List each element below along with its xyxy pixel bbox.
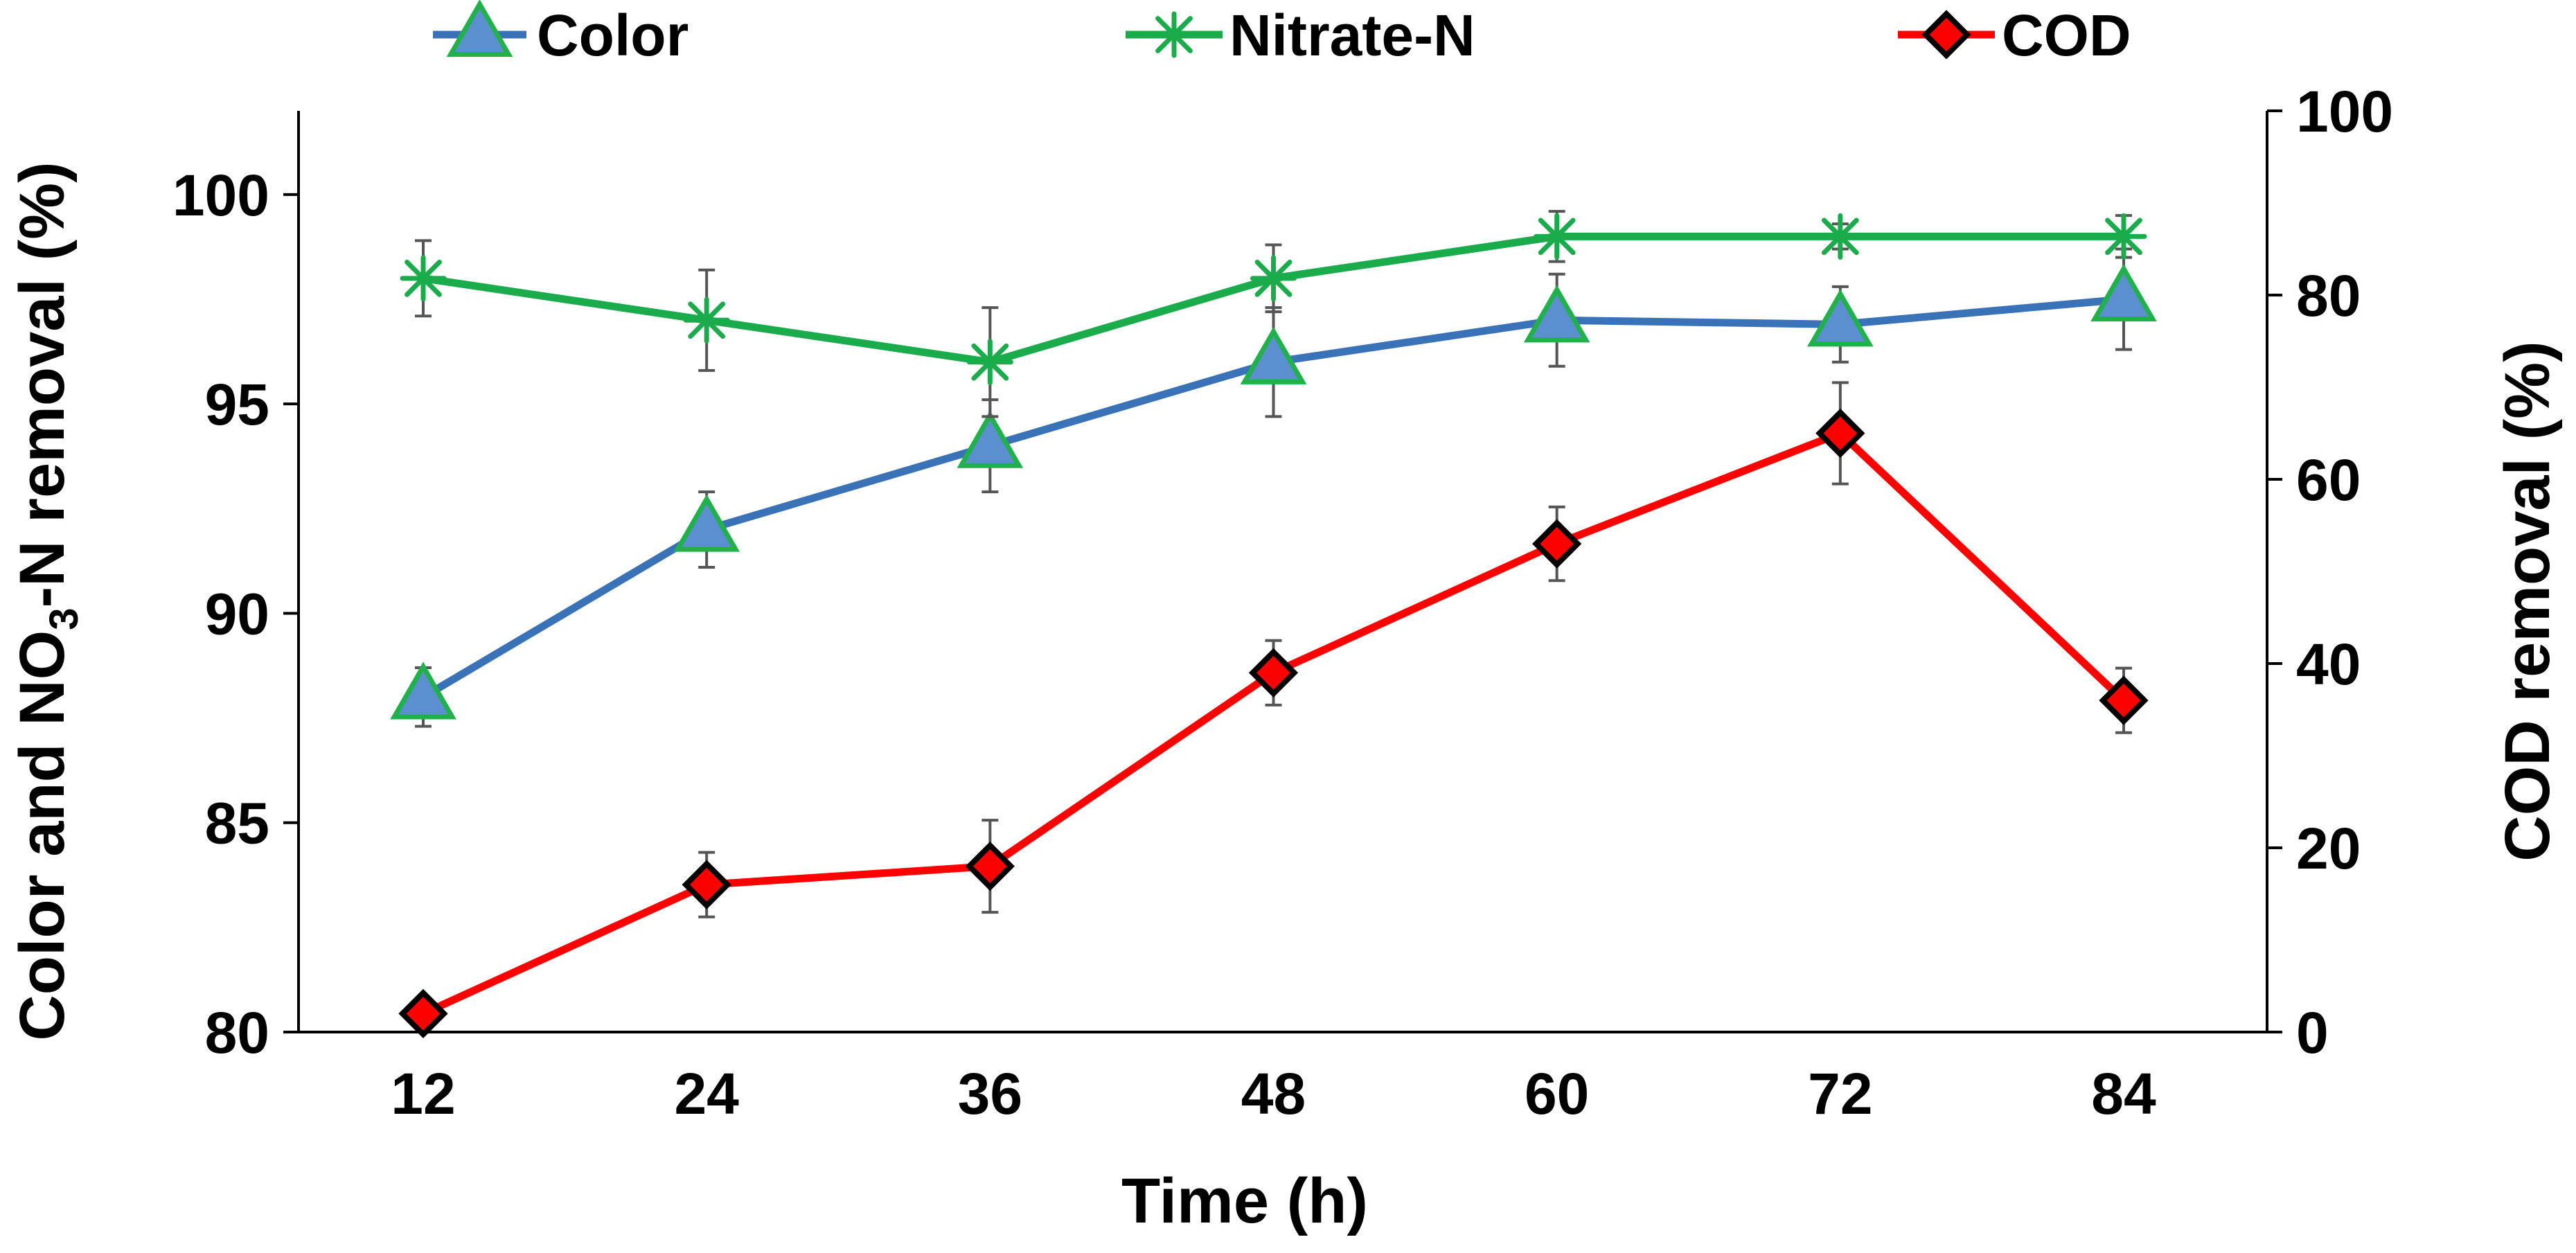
x-tick-label: 24: [674, 1061, 739, 1126]
cod-point: [682, 860, 731, 909]
marker-stroke: [405, 259, 442, 297]
legend-marker: [446, 0, 513, 57]
series-cod: [398, 381, 2149, 1039]
color-point: [2090, 264, 2157, 322]
x-tick-label: 72: [1808, 1061, 1872, 1126]
y-axis-right-label: COD removal (%): [2492, 341, 2563, 862]
marker-stroke: [2105, 217, 2142, 256]
y-right-tick-label: 80: [2296, 263, 2361, 328]
y-right-tick-label: 0: [2296, 1000, 2329, 1065]
cod-point: [965, 841, 1015, 891]
y-right-tick-label: 100: [2296, 79, 2393, 144]
marker-stroke: [1155, 16, 1193, 53]
marker-stroke: [688, 301, 726, 339]
color-point: [957, 410, 1024, 468]
legend-label: COD: [2002, 3, 2131, 68]
series-layer: [390, 210, 2157, 1039]
y-left-tick-label: 80: [205, 1000, 269, 1065]
y-left-tick-label: 95: [205, 372, 269, 437]
legend-item-cod: COD: [1898, 3, 2131, 68]
x-tick-label: 12: [391, 1061, 455, 1126]
y-right-tick-label: 40: [2296, 632, 2361, 697]
axes: 80 85 90 95 100 0 20 40 60 80 100 12 24 36 48 60 72 84: [172, 79, 2393, 1126]
y-axis-left-label-sub: 3: [42, 607, 87, 630]
cod-point: [1248, 648, 1299, 697]
x-tick-label: 60: [1525, 1061, 1589, 1126]
legend-marker: [1921, 10, 1971, 60]
nitrate-n-point: [1250, 255, 1297, 302]
x-tick-label: 48: [1241, 1061, 1306, 1126]
marker-stroke: [1821, 217, 1859, 256]
y-right-tick-label: 20: [2296, 816, 2361, 881]
legend-item-color: Color: [433, 0, 689, 68]
y-left-tick-label: 85: [205, 791, 269, 856]
marker-stroke: [1538, 217, 1576, 256]
y-right-tick-label: 60: [2296, 447, 2361, 513]
color-point: [673, 494, 740, 552]
y-axis-left-label: Color and NO3-N removal (%): [7, 161, 87, 1040]
y-left-tick-label: 90: [205, 581, 269, 646]
y-left-tick-label: 100: [172, 163, 269, 228]
color-point: [1523, 285, 1590, 343]
nitrate-n-point: [1534, 213, 1581, 260]
legend-label: Nitrate-N: [1229, 3, 1475, 68]
x-tick-label: 84: [2091, 1061, 2156, 1126]
color-point: [1806, 289, 1874, 347]
nitrate-n-point: [400, 255, 447, 302]
series-nitrate-n: [400, 210, 2147, 418]
cod-line: [421, 429, 2126, 1017]
legend-label: Color: [537, 3, 689, 68]
legend-marker: [1151, 11, 1198, 58]
color-point: [390, 661, 456, 720]
x-tick-label: 36: [958, 1061, 1022, 1126]
color-point: [1240, 326, 1307, 384]
nitrate-n-point: [2100, 213, 2147, 260]
y-axis-left-label-post: -N removal (%): [7, 161, 78, 607]
cod-point: [1815, 408, 1865, 459]
marker-stroke: [1254, 259, 1293, 297]
legend: Color Nitrate-N COD: [433, 0, 2131, 68]
nitrate-n-point: [1817, 213, 1864, 260]
series-color: [390, 247, 2157, 728]
cod-point: [398, 988, 448, 1039]
marker-stroke: [971, 343, 1009, 381]
cod-point: [1532, 519, 1582, 569]
y-axis-left-label-pre: Color and NO: [7, 630, 78, 1041]
nitrate-n-point: [683, 296, 730, 344]
cod-point: [2099, 675, 2149, 725]
nitrate-n-point: [966, 339, 1013, 386]
legend-item-nitrate-n: Nitrate-N: [1126, 3, 1475, 68]
x-axis-label: Time (h): [1121, 1166, 1368, 1236]
